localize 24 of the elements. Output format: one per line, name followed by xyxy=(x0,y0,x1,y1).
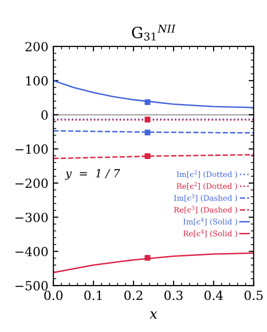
x-axis-title: x xyxy=(150,311,158,319)
x-tick-label: 0.0 xyxy=(44,290,63,300)
point xyxy=(144,130,150,136)
x-tick-label: 0.2 xyxy=(124,290,142,300)
y-tick-label: −400 xyxy=(16,246,48,256)
y-tick-label: −200 xyxy=(16,178,48,188)
x-tick-label: 0.3 xyxy=(164,290,183,300)
chart-title: G$_{31}$$^{NII}$ xyxy=(132,24,176,41)
y-tick-label: 0 xyxy=(41,110,48,120)
x-tick-label: 0.5 xyxy=(244,290,263,300)
y-tick-label: 200 xyxy=(26,42,48,52)
y-tick-label: −300 xyxy=(16,212,48,222)
point xyxy=(144,153,150,159)
x-tick-label: 0.4 xyxy=(204,290,223,300)
point xyxy=(144,254,150,261)
point xyxy=(144,116,150,122)
x-tick-label: 0.1 xyxy=(84,290,102,300)
annotation: y = 1 / 7 xyxy=(65,169,120,180)
line-series xyxy=(53,252,254,274)
y-tick-label: 100 xyxy=(26,76,48,86)
point xyxy=(144,99,150,106)
y-tick-label: −500 xyxy=(16,280,48,290)
line-series xyxy=(53,80,254,108)
y-tick-label: −100 xyxy=(16,144,48,154)
